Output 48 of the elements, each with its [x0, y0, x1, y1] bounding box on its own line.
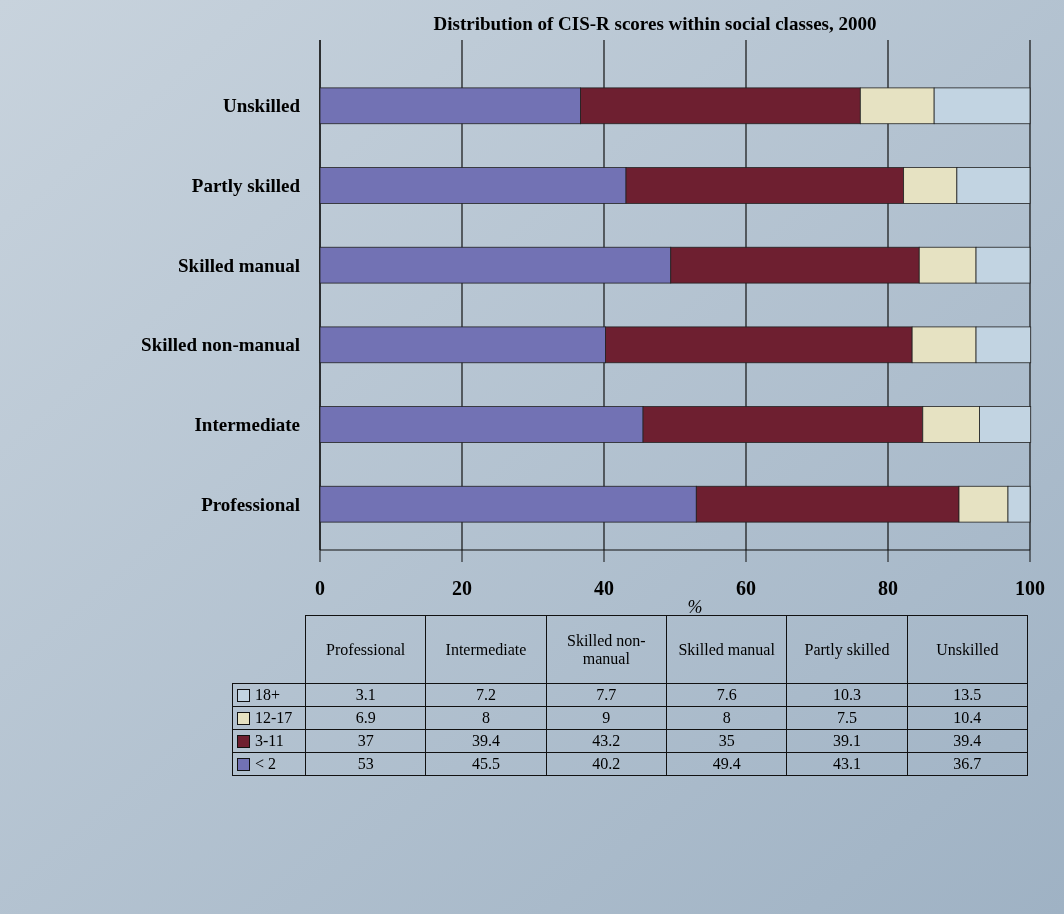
- data-label: 7.7: [546, 683, 667, 707]
- category-label: Unskilled: [907, 615, 1028, 684]
- legend-label: 12-17: [255, 709, 293, 727]
- x-axis-title: %: [687, 597, 703, 617]
- x-tick-label: 60: [736, 577, 756, 599]
- data-label: 13.5: [907, 683, 1028, 707]
- legend-label: < 2: [255, 755, 277, 773]
- data-label: 10.4: [907, 706, 1028, 730]
- data-label: 39.4: [907, 729, 1028, 753]
- data-label: 7.5: [786, 706, 908, 730]
- data-label: 9: [546, 706, 667, 730]
- data-label: 6.9: [305, 706, 426, 730]
- data-label: 53: [305, 752, 426, 776]
- data-label: 49.4: [666, 752, 787, 776]
- legend-label: 3-11: [255, 732, 284, 750]
- x-tick-label: 0: [315, 577, 325, 599]
- data-label: 36.7: [907, 752, 1028, 776]
- category-label: Skilled manual: [666, 615, 787, 684]
- y-tick-label: Unskilled: [222, 95, 301, 117]
- chart-title: Distribution of CIS-R scores within social classes, 2000: [433, 13, 877, 34]
- data-label: 43.1: [786, 752, 908, 776]
- y-tick-label: Partly skilled: [191, 175, 301, 197]
- data-label: 37: [305, 729, 426, 753]
- category-label: Professional: [305, 615, 426, 684]
- data-label: 10.3: [786, 683, 908, 707]
- legend-label: 18+: [255, 686, 281, 704]
- y-tick-label: Skilled non-manual: [141, 334, 300, 356]
- data-label: 39.4: [425, 729, 547, 753]
- category-label: Partly skilled: [786, 615, 908, 684]
- data-label: 7.6: [666, 683, 787, 707]
- x-tick-label: 20: [452, 577, 472, 599]
- data-label: 40.2: [546, 752, 667, 776]
- y-tick-label: Professional: [201, 493, 300, 515]
- data-label: 43.2: [546, 729, 667, 753]
- x-tick-label: 100: [1015, 577, 1045, 599]
- category-label: Intermediate: [425, 615, 547, 684]
- data-label: 45.5: [425, 752, 547, 776]
- y-tick-label: Intermediate: [194, 414, 300, 436]
- data-label: 8: [425, 706, 547, 730]
- x-tick-label: 80: [878, 577, 898, 599]
- category-label: Skilled non-manual: [546, 615, 667, 684]
- data-label: 35: [666, 729, 787, 753]
- data-label: 39.1: [786, 729, 908, 753]
- data-label: 7.2: [425, 683, 547, 707]
- y-tick-label: Skilled manual: [178, 254, 300, 276]
- data-label: 8: [666, 706, 787, 730]
- x-tick-label: 40: [594, 577, 614, 599]
- data-label: 3.1: [305, 683, 426, 707]
